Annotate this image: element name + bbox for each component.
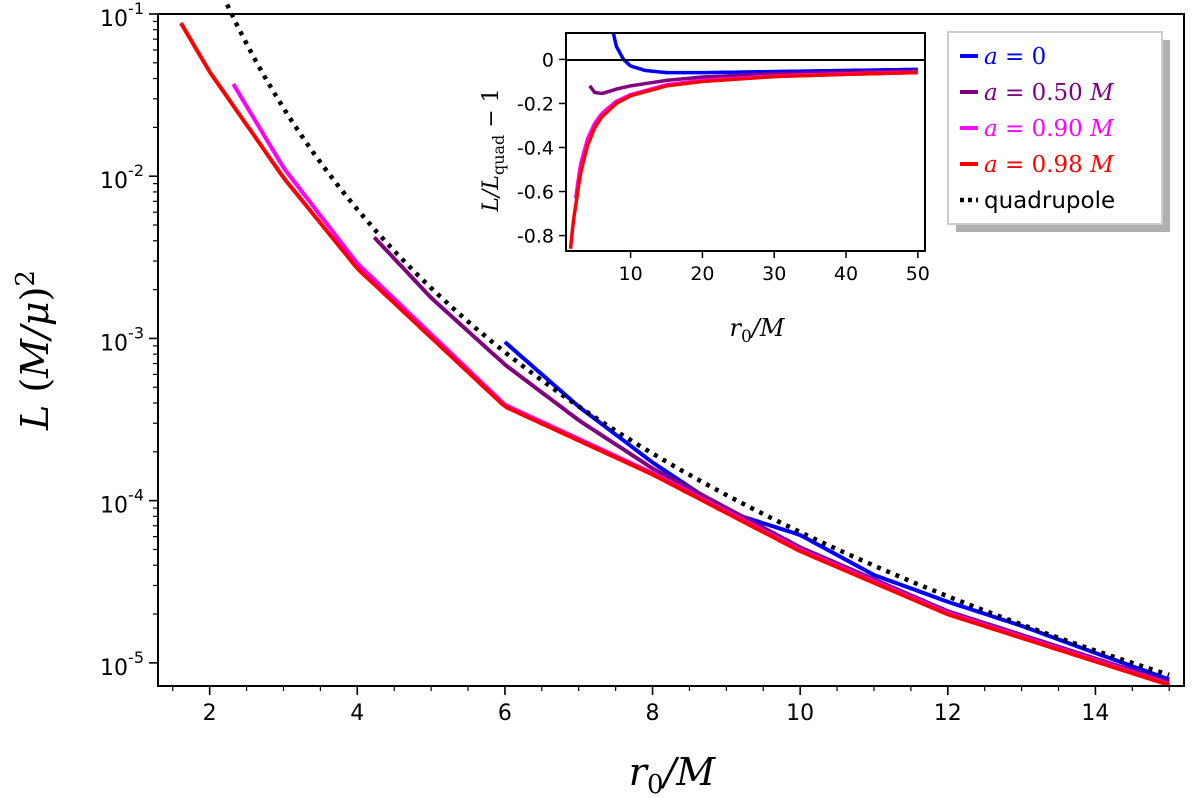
legend-entries: a = 0 a = 0.50 M a = 0.90 M a = 0.98 M quadr…: [960, 44, 1115, 214]
main-series-line-a050: [372, 235, 1170, 685]
inset-y-tick-label: -0.4: [517, 138, 554, 160]
inset-y-tick-label: -0.6: [517, 182, 554, 204]
main-y-tick-label: 10-1: [100, 0, 144, 32]
legend-label-a050: a = 0.50 M: [984, 80, 1115, 106]
inset-y-tick-label: 0: [542, 49, 554, 71]
main-y-axis-label: L (M/μ)2: [11, 270, 57, 431]
inset-x-axis-label: r0/M: [730, 314, 786, 347]
inset-series-group: [568, 33, 918, 249]
main-x-tick-label: 2: [203, 701, 217, 726]
inset-background: [566, 33, 925, 251]
main-series-line-a0: [503, 340, 1170, 682]
inset-x-axis: 10 20 30 40 50: [619, 251, 930, 285]
main-x-axis: 2 4 6 8 10 12 14: [172, 686, 1170, 726]
main-y-tick-label: 10-3: [100, 323, 144, 356]
legend-label-a098: a = 0.98 M: [984, 152, 1115, 178]
main-y-axis: 10-1 10-2 10-3 10-4 10-5: [100, 0, 158, 681]
inset-x-tick-label: 40: [834, 263, 858, 285]
main-plot: 2 4 6 8 10 12 14 10-1 10-2 10-3 10-4 10-5 r0/M L (…: [11, 0, 1185, 798]
inset-series-line-a098: [568, 70, 918, 249]
inset-y-tick-label: -0.8: [517, 226, 554, 248]
inset-y-tick-label: -0.2: [517, 93, 554, 115]
inset-x-tick-label: 20: [690, 263, 714, 285]
inset-x-tick-label: 50: [906, 263, 930, 285]
main-x-axis-label: r0/M: [629, 750, 717, 798]
inset-frame: [565, 32, 926, 252]
main-plot-frame: [157, 13, 1185, 687]
inset-y-axis-label: L/Lquad − 1: [479, 88, 508, 212]
legend-box: [947, 31, 1163, 225]
inset-x-tick-label: 30: [762, 263, 786, 285]
main-x-tick-label: 10: [786, 701, 814, 726]
legend-label-a090: a = 0.90 M: [984, 116, 1115, 142]
main-series-line-a098: [179, 21, 1170, 687]
legend: a = 0 a = 0.50 M a = 0.90 M a = 0.98 M quadr…: [947, 31, 1170, 232]
main-series-group: [179, 0, 1170, 687]
main-x-tick-label: 8: [646, 701, 660, 726]
inset-plot: 10 20 30 40 50 0 -0.2 -0.4 -0.6 -0.8 r0/M L/Lqua…: [479, 32, 930, 347]
main-x-tick-label: 12: [934, 701, 962, 726]
inset-y-axis: 0 -0.2 -0.4 -0.6 -0.8: [517, 49, 566, 248]
legend-label-a0: a = 0: [984, 44, 1046, 70]
main-y-tick-label: 10-5: [100, 648, 144, 681]
main-x-tick-label: 6: [498, 701, 512, 726]
inset-x-tick-label: 10: [619, 263, 643, 285]
main-y-tick-label: 10-4: [100, 486, 144, 519]
main-x-tick-label: 14: [1081, 701, 1109, 726]
legend-label-quadrupole: quadrupole: [984, 188, 1115, 214]
main-y-tick-label: 10-2: [100, 161, 144, 194]
main-x-tick-label: 4: [350, 701, 364, 726]
